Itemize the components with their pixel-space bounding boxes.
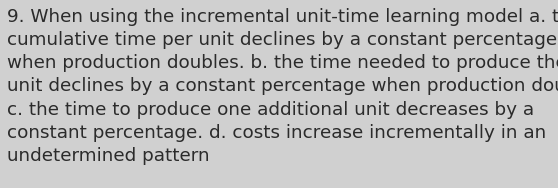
Text: 9. When using the incremental unit-time learning model a. the
cumulative time pe: 9. When using the incremental unit-time … (7, 8, 558, 165)
